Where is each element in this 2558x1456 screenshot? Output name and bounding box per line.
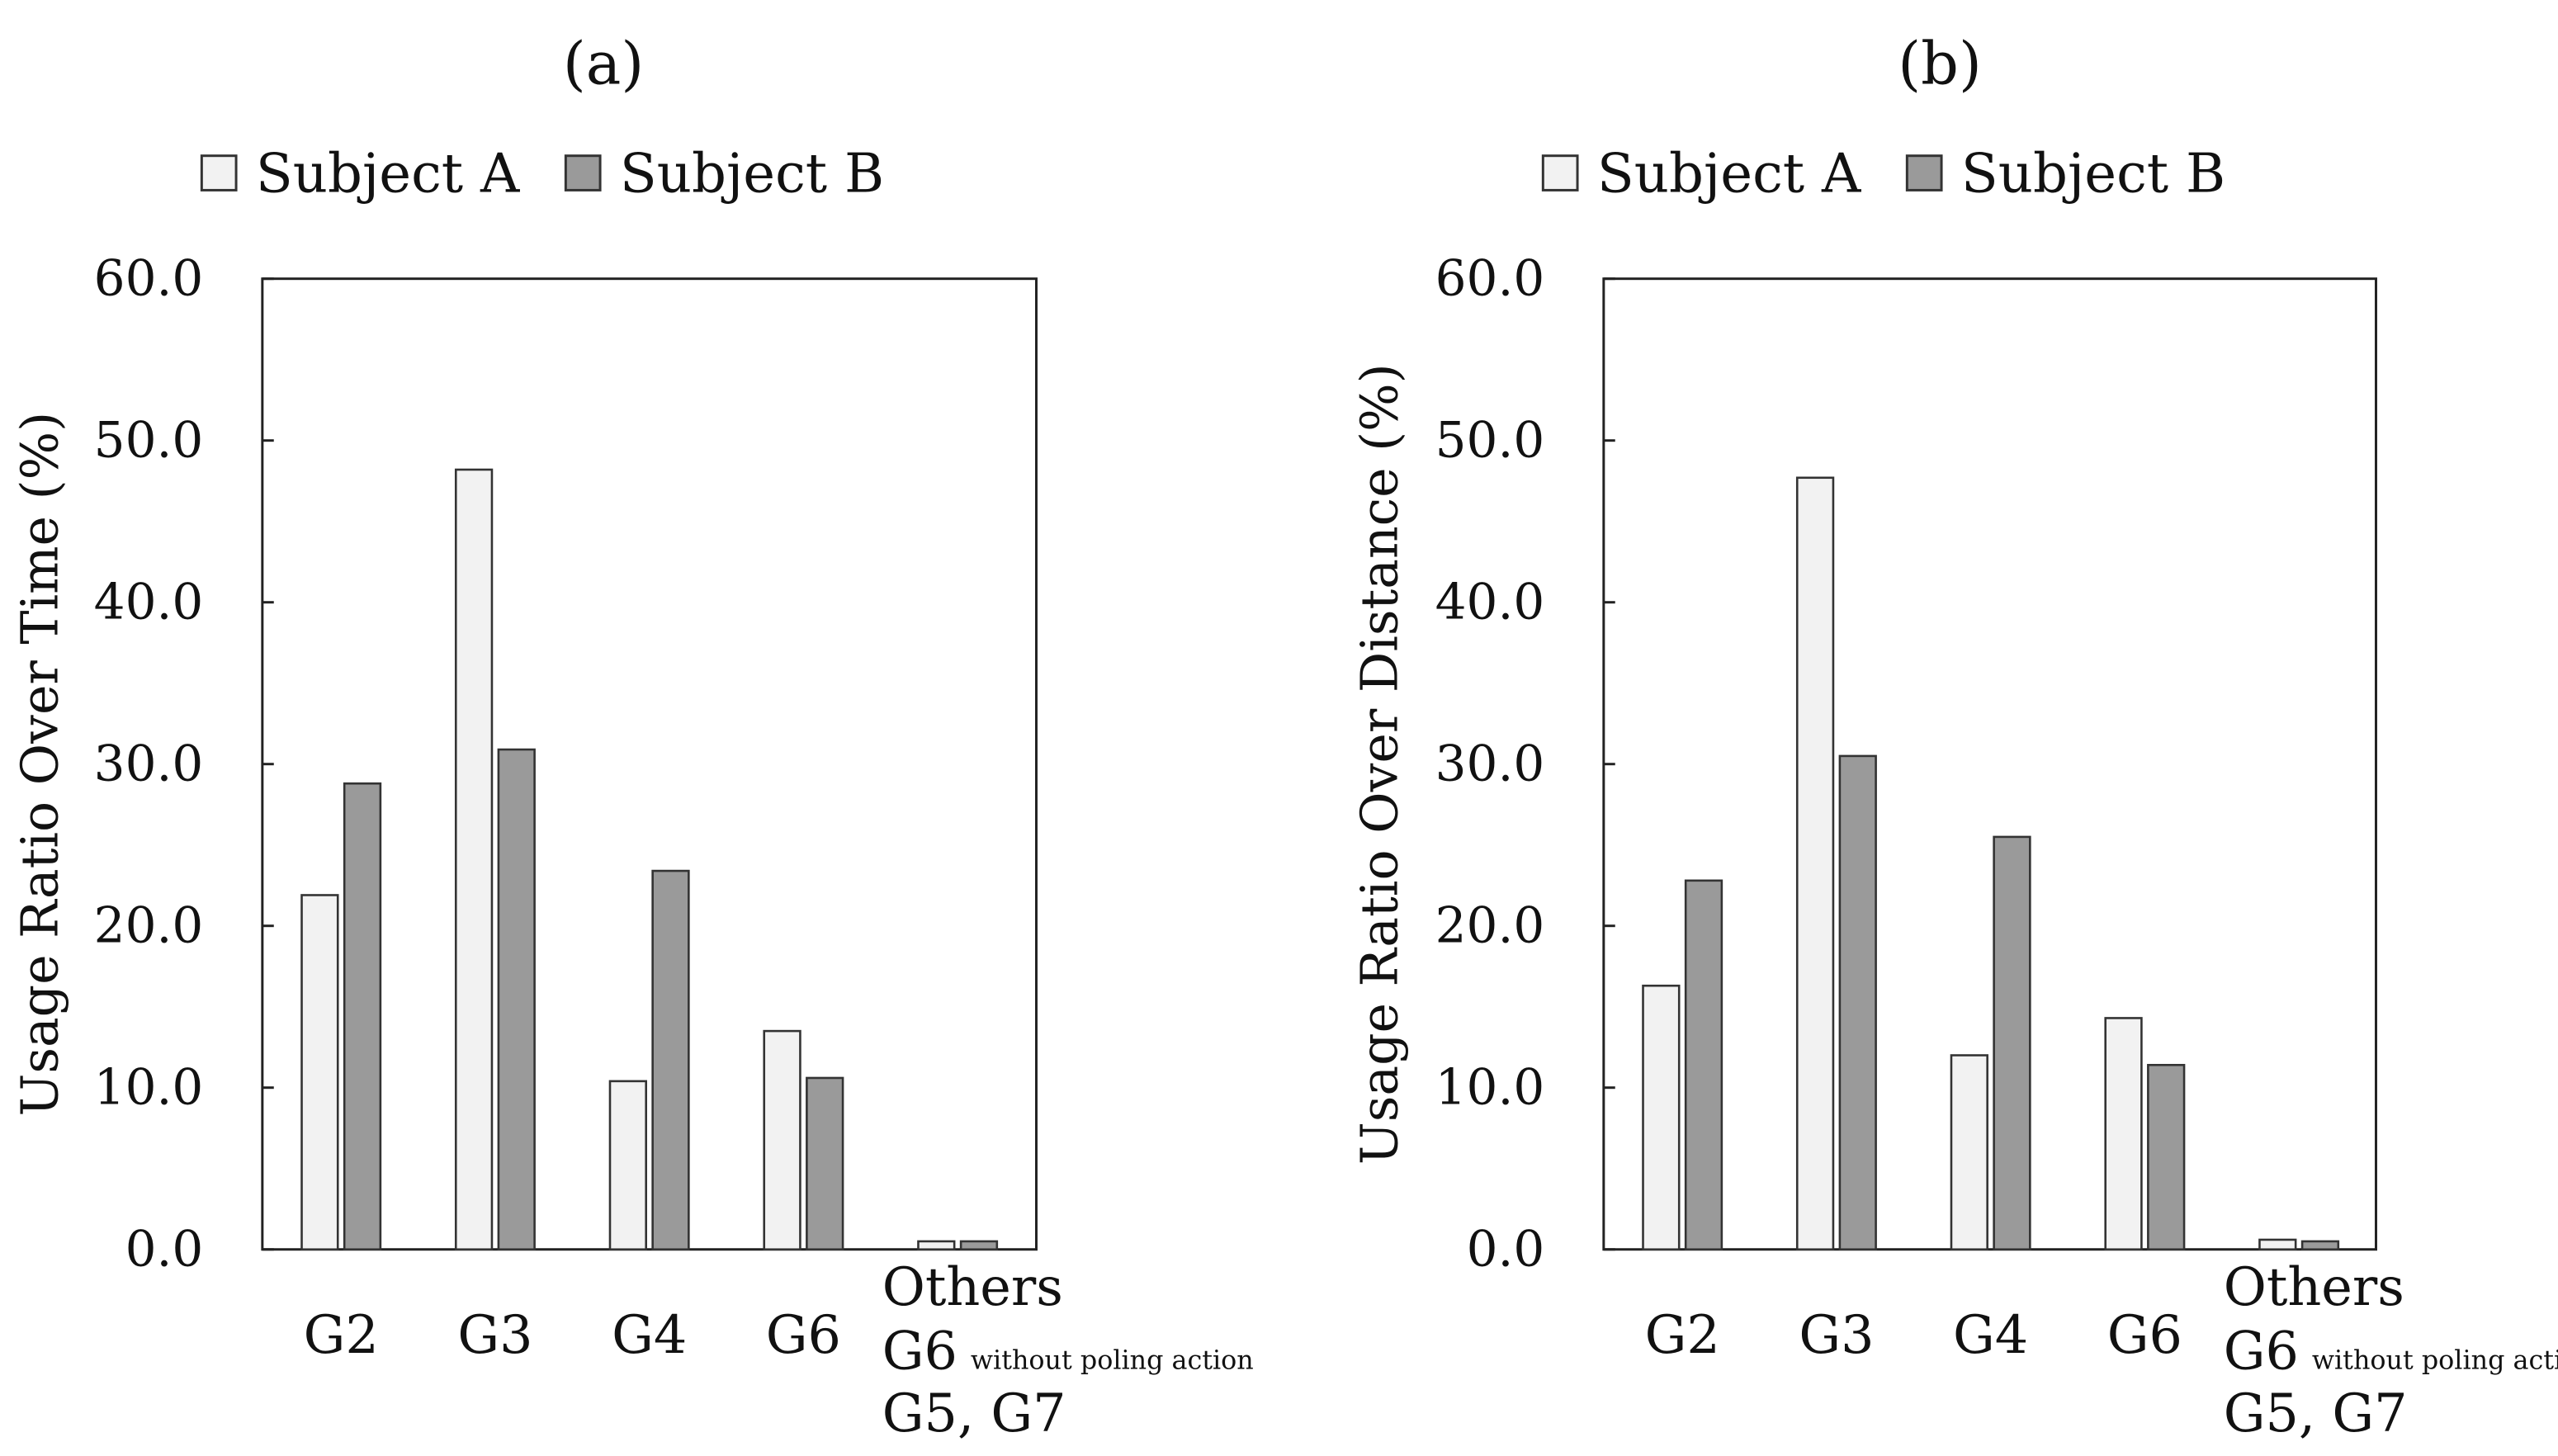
svg-text:G5, G7: G5, G7 — [2224, 1383, 2408, 1444]
x-tick-label: G6 — [2107, 1304, 2182, 1365]
bar-g4-b — [651, 869, 690, 1251]
legend-swatch — [200, 154, 238, 191]
bar-g3-a — [1795, 476, 1835, 1251]
y-tick-label: 20.0 — [1435, 898, 1545, 955]
bar-others-b — [2300, 1240, 2340, 1251]
bar-g6-a — [2104, 1017, 2143, 1251]
legend-swatch — [1541, 154, 1579, 191]
svg-text:Others: Others — [882, 1256, 1063, 1317]
bar-g4-b — [1993, 835, 2031, 1251]
y-axis-label: Usage Ratio Over Time (%) — [11, 412, 70, 1117]
legend-entry: Subject B — [564, 142, 884, 205]
y-tick-label: 40.0 — [94, 574, 204, 631]
chart-title: (b) — [1898, 29, 1982, 97]
chart-panel-b: (b) Subject A Subject B 0.0 10.0 20.0 30.0 40.0… — [1350, 29, 2558, 1444]
y-tick-label: 0.0 — [1467, 1222, 1545, 1279]
bar-g2-a — [300, 894, 339, 1251]
y-tick-label: 30.0 — [94, 736, 204, 793]
x-tick-label: G3 — [1799, 1304, 1874, 1365]
bar-g2-b — [1684, 879, 1723, 1251]
legend-label: Subject B — [1961, 142, 2225, 205]
y-tick-label: 60.0 — [1435, 251, 1545, 308]
legend-label: Subject B — [620, 142, 884, 205]
chart-panel-a: (a) Subject A Subject B 0.0 10.0 20.0 30.0 40.0… — [11, 29, 1254, 1444]
y-axis-label: Usage Ratio Over Distance (%) — [1350, 363, 1410, 1165]
bar-others-a — [917, 1240, 956, 1251]
y-tick-label: 40.0 — [1435, 574, 1545, 631]
svg-text:G5, G7: G5, G7 — [882, 1383, 1066, 1444]
legend-entry: Subject B — [1905, 142, 2225, 205]
legend-entry: Subject A — [1541, 142, 1861, 205]
x-tick-label: G4 — [1953, 1304, 2028, 1365]
bar-g3-a — [454, 468, 494, 1251]
bar-others-a — [2258, 1238, 2297, 1251]
bar-g4-a — [608, 1080, 647, 1251]
chart-title: (a) — [563, 29, 644, 97]
bar-g4-a — [1950, 1054, 1988, 1251]
y-tick-label: 30.0 — [1435, 736, 1545, 793]
x-tick-label: G4 — [612, 1304, 687, 1365]
svg-text:Others: Others — [2224, 1256, 2404, 1317]
bar-g3-b — [497, 748, 536, 1251]
legend-label: Subject A — [256, 142, 520, 205]
y-tick-label: 10.0 — [94, 1060, 204, 1117]
bar-others-b — [959, 1240, 999, 1251]
bar-g2-a — [1642, 984, 1681, 1251]
bar-g6-a — [763, 1029, 801, 1251]
bar-g6-b — [806, 1076, 844, 1251]
legend-label: Subject A — [1597, 142, 1861, 205]
y-tick-label: 50.0 — [1435, 413, 1545, 470]
y-tick-label: 0.0 — [125, 1222, 204, 1279]
legend-swatch — [564, 154, 602, 191]
y-tick-label: 10.0 — [1435, 1060, 1545, 1117]
x-tick-label: G6 — [766, 1304, 841, 1365]
y-tick-label: 50.0 — [94, 413, 204, 470]
legend-swatch — [1905, 154, 1943, 191]
x-tick-label: G2 — [304, 1304, 379, 1365]
y-tick-label: 20.0 — [94, 898, 204, 955]
x-tick-label: G3 — [457, 1304, 532, 1365]
bar-g6-b — [2147, 1063, 2186, 1251]
bar-g3-b — [1838, 754, 1877, 1251]
bar-g2-b — [343, 782, 382, 1251]
x-tick-label: G2 — [1645, 1304, 1720, 1365]
y-tick-label: 60.0 — [94, 251, 204, 308]
legend-entry: Subject A — [200, 142, 520, 205]
